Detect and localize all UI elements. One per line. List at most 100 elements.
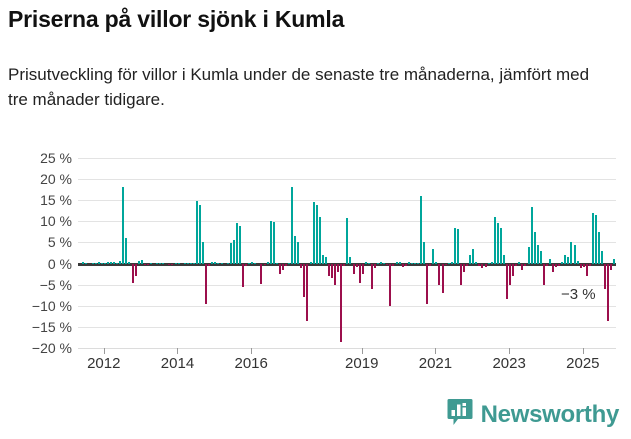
bar [530, 206, 533, 264]
bar [143, 263, 146, 265]
bar [100, 263, 103, 265]
x-axis-tick [251, 348, 253, 354]
bar [245, 263, 248, 267]
bar [315, 205, 318, 264]
bar [232, 240, 235, 264]
bar [423, 242, 426, 264]
bar [174, 263, 177, 265]
bar [331, 263, 334, 279]
bar [125, 238, 128, 264]
bar [309, 262, 312, 264]
bar [555, 263, 558, 267]
bar [493, 217, 496, 264]
bar [211, 262, 214, 264]
bar [91, 263, 94, 265]
zero-line [78, 262, 616, 266]
bar [582, 263, 585, 267]
bar [229, 243, 232, 264]
gridline [78, 284, 616, 286]
bar [463, 263, 466, 272]
bar [235, 223, 238, 264]
bar [552, 263, 555, 272]
bar [349, 257, 352, 264]
x-axis-tick [509, 348, 511, 354]
bar [278, 263, 281, 275]
bar [389, 263, 392, 306]
bar [392, 263, 395, 267]
bar [515, 263, 518, 266]
bar [539, 250, 542, 264]
bar [469, 255, 472, 264]
bar [103, 262, 106, 264]
bar [294, 236, 297, 264]
bar [579, 263, 582, 268]
bar [122, 186, 125, 264]
bar [300, 263, 303, 268]
bar [217, 262, 220, 264]
gridline [78, 305, 616, 307]
bar [358, 263, 361, 283]
bar [303, 263, 306, 298]
bar [487, 262, 490, 264]
bar [450, 262, 453, 264]
bar [466, 263, 469, 266]
bar [417, 262, 419, 264]
bar [561, 262, 564, 264]
bar [481, 263, 484, 268]
bar [607, 263, 610, 321]
bar [588, 263, 591, 266]
x-axis-tick [582, 348, 584, 354]
bar [567, 257, 570, 264]
bar [297, 242, 300, 264]
bar [149, 263, 152, 265]
page-title: Priserna på villor sjönk i Kumla [8, 6, 345, 32]
bar [189, 263, 192, 265]
bar [327, 263, 330, 277]
bar [518, 261, 521, 264]
bar [386, 263, 389, 265]
bar [585, 263, 588, 277]
x-axis-tick-label: 2016 [234, 355, 268, 372]
bar [260, 263, 263, 284]
logo-text: Newsworthy [480, 400, 620, 428]
y-axis-tick-label: −20 % [31, 340, 72, 356]
bar [512, 263, 515, 277]
bar [429, 263, 432, 266]
bar [346, 217, 349, 264]
bar [162, 263, 165, 265]
bar [374, 263, 377, 268]
bar [186, 262, 189, 264]
gridline [78, 200, 616, 202]
bar [355, 263, 358, 267]
bar [398, 262, 401, 264]
y-axis-tick-label: −5 % [39, 276, 72, 293]
bar [601, 250, 604, 264]
bar [524, 263, 527, 266]
bar [545, 263, 548, 266]
x-axis-tick [177, 348, 179, 354]
bar [490, 262, 493, 264]
bar [459, 263, 462, 285]
bar [205, 263, 208, 304]
bar [171, 263, 174, 265]
bar [242, 263, 245, 287]
bar [395, 261, 398, 264]
gridline [78, 326, 616, 328]
bar [478, 263, 481, 266]
x-axis-tick-label: 2014 [160, 355, 195, 372]
bar [484, 263, 487, 267]
bar [570, 242, 573, 264]
bar [595, 215, 598, 264]
bar [226, 262, 229, 264]
y-axis-tick-label: 0 % [47, 255, 72, 272]
x-axis-tick [435, 348, 437, 354]
bar [548, 259, 551, 264]
bar [275, 262, 278, 264]
bar [177, 262, 180, 264]
bar [220, 263, 223, 265]
bar [453, 227, 456, 264]
bar [146, 263, 149, 265]
bar [337, 263, 340, 272]
x-axis-tick-label: 2012 [87, 355, 121, 372]
plot-area [78, 158, 616, 349]
